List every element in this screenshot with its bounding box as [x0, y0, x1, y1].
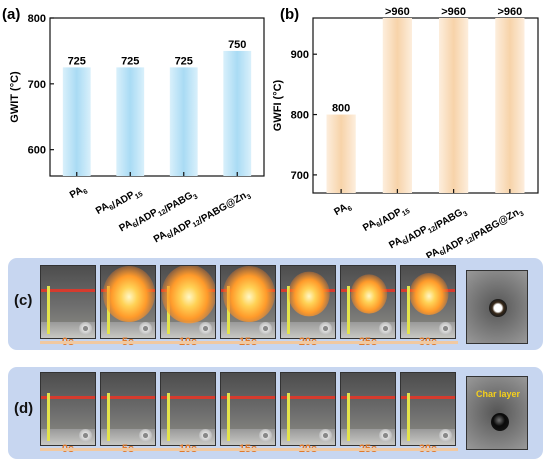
strip-c-label: (c): [14, 292, 33, 309]
strip-c-frame-1: [100, 265, 156, 339]
char-layer-label: Char layer: [476, 389, 521, 399]
char-layer-hole: [491, 413, 509, 431]
strip-c-frame-3: [220, 265, 276, 339]
chart-a-y-tick-label-1: 700: [28, 79, 46, 91]
chart-b-data-label-2: >960: [441, 6, 466, 18]
chart-a-x-tick-label-0: PA6: [68, 183, 89, 203]
strip-d-timeline: [40, 448, 458, 451]
strip-d-label: (d): [14, 400, 34, 417]
strip-d-frame-4: [280, 372, 336, 446]
strip-c-frame-6: [400, 265, 456, 339]
chart-a-x-tick-label-1: PA6/ADP15: [94, 183, 144, 221]
chart-b-y-axis-label: GWFI (°C): [272, 79, 284, 131]
chart-b-data-label-1: >960: [385, 6, 410, 18]
chart-a-data-label-1: 725: [121, 55, 139, 67]
chart-a-panel-label: (a): [2, 6, 20, 23]
chart-a-bar-2: [169, 67, 198, 176]
flame-icon: [409, 273, 449, 315]
chart-b-data-label-3: >960: [497, 6, 522, 18]
chart-b-y-tick-label-0: 700: [291, 170, 309, 182]
flame-icon: [288, 271, 330, 317]
chart-b-y-tick-label-1: 800: [291, 110, 309, 122]
strip-d-sample-photo: Char layer: [466, 376, 528, 450]
chart-a-bar-3: [223, 50, 252, 176]
chart-b-bar-1: [382, 18, 412, 193]
chart-a-data-label-0: 725: [68, 55, 86, 67]
chart-b-plot-frame: [312, 17, 539, 194]
flame-icon: [350, 274, 388, 314]
chart-a-data-label-2: 725: [175, 55, 193, 67]
strip-c-frame-5: [340, 265, 396, 339]
chart-b-bar-3: [495, 18, 525, 193]
strip-d-frame-0: [40, 372, 96, 446]
strip-c-sample-photo: [466, 270, 528, 344]
chart-a-y-axis-label: GWIT (°C): [9, 71, 21, 123]
flame-icon: [223, 266, 275, 322]
strip-d-frame-2: [160, 372, 216, 446]
chart-b-x-tick-label-0: PA6: [332, 200, 353, 220]
strip-c-frame-4: [280, 265, 336, 339]
chart-b-data-label-0: 800: [332, 103, 350, 115]
strip-c-timeline: [40, 341, 458, 344]
chart-b-bar-2: [439, 18, 469, 193]
burn-hole: [489, 299, 507, 317]
chart-a-x-tick-label-3: PA6/ADP12/PABG@Zn3: [152, 183, 253, 252]
flame-icon: [161, 266, 215, 324]
chart-a-data-label-3: 750: [228, 39, 246, 51]
chart-a-y-tick-label-2: 800: [28, 13, 46, 25]
charts-svg: (a) (b) 600 700 800 GWIT (°C) 725 PA6 725 PA6/A…: [2, 6, 539, 260]
strip-d-frame-6: [400, 372, 456, 446]
chart-b: 700 800 900 GWFI (°C) 800 PA6 >960 PA6/ADP15 >96…: [272, 6, 539, 260]
chart-a-y-tick-label-0: 600: [28, 145, 46, 157]
chart-a: 600 700 800 GWIT (°C) 725 PA6 725 PA6/ADP15 725 P…: [9, 13, 265, 252]
flame-icon: [103, 266, 155, 322]
chart-b-bar-0: [326, 114, 356, 193]
chart-b-panel-label: (b): [280, 6, 299, 23]
chart-a-plot-frame: [49, 17, 265, 177]
strip-d-frame-1: [100, 372, 156, 446]
strip-c-frame-0: [40, 265, 96, 339]
strip-d-frame-5: [340, 372, 396, 446]
chart-a-bar-1: [116, 67, 145, 176]
strip-c-frame-2: [160, 265, 216, 339]
chart-a-bar-0: [62, 67, 91, 176]
strip-d-frame-3: [220, 372, 276, 446]
chart-b-x-tick-label-1: PA6/ADP15: [361, 200, 411, 238]
chart-b-y-tick-label-2: 900: [291, 49, 309, 61]
